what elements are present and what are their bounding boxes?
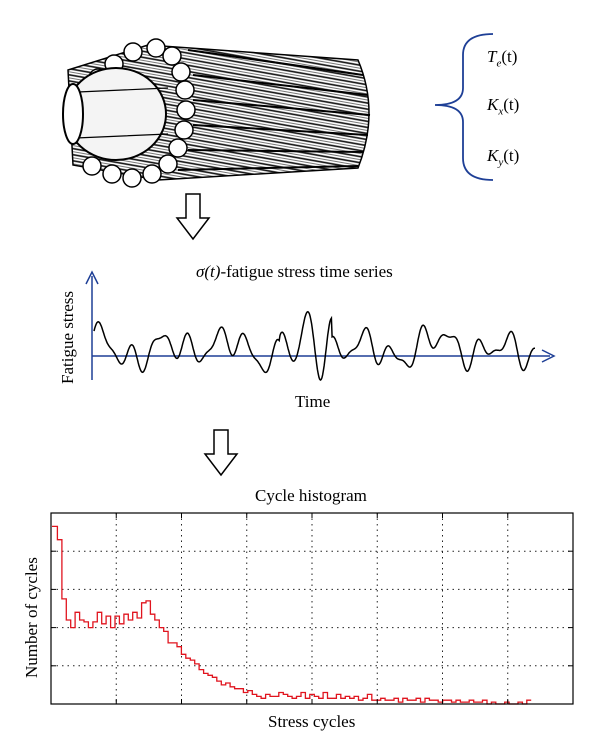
rope-core-end — [62, 83, 84, 145]
fatigue-stress-label: Fatigue stress — [58, 290, 77, 384]
signals-brace — [434, 33, 494, 181]
histogram-grid — [51, 513, 573, 704]
down-arrow-icon — [203, 429, 239, 477]
y-axis-arrow-icon — [85, 270, 99, 285]
stress-waveform — [93, 310, 535, 381]
cable-illustration — [62, 38, 371, 188]
signal-te: Te(t) — [487, 47, 518, 70]
histogram-steps — [52, 525, 532, 705]
x-axis-arrow-icon — [541, 349, 556, 363]
histogram-ylabel: Number of cycles — [22, 557, 41, 678]
time-label: Time — [295, 392, 331, 411]
histogram-ticks — [51, 513, 573, 704]
time-series-title: σ(t)-fatigue stress time series — [196, 262, 393, 281]
histogram-title: Cycle histogram — [255, 486, 367, 505]
rope-outer-strands — [82, 38, 196, 188]
signal-kx: Kx(t) — [487, 95, 520, 118]
histogram-frame — [50, 512, 574, 705]
histogram-xlabel: Stress cycles — [268, 712, 356, 731]
rope-strand-lines — [177, 49, 371, 171]
time-series-plot — [85, 270, 556, 381]
histogram-plot — [50, 512, 574, 705]
down-arrow-icon — [175, 193, 211, 241]
signal-ky: Ky(t) — [487, 146, 520, 169]
brace-icon — [434, 33, 494, 181]
